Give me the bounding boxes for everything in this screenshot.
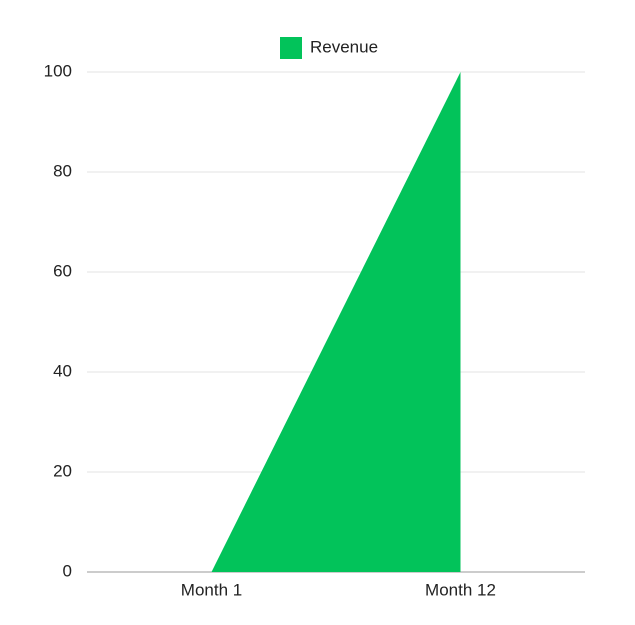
- area: [211, 72, 461, 572]
- y-tick-label: 80: [53, 161, 72, 180]
- y-tick-label: 60: [53, 261, 72, 280]
- x-tick-label: Month 12: [425, 580, 496, 599]
- legend-swatch: [280, 37, 302, 59]
- y-tick-label: 40: [53, 361, 72, 380]
- x-tick-label: Month 1: [181, 580, 242, 599]
- y-tick-label: 0: [63, 561, 72, 580]
- y-tick-label: 20: [53, 461, 72, 480]
- legend-label: Revenue: [310, 37, 378, 56]
- y-tick-label: 100: [44, 61, 72, 80]
